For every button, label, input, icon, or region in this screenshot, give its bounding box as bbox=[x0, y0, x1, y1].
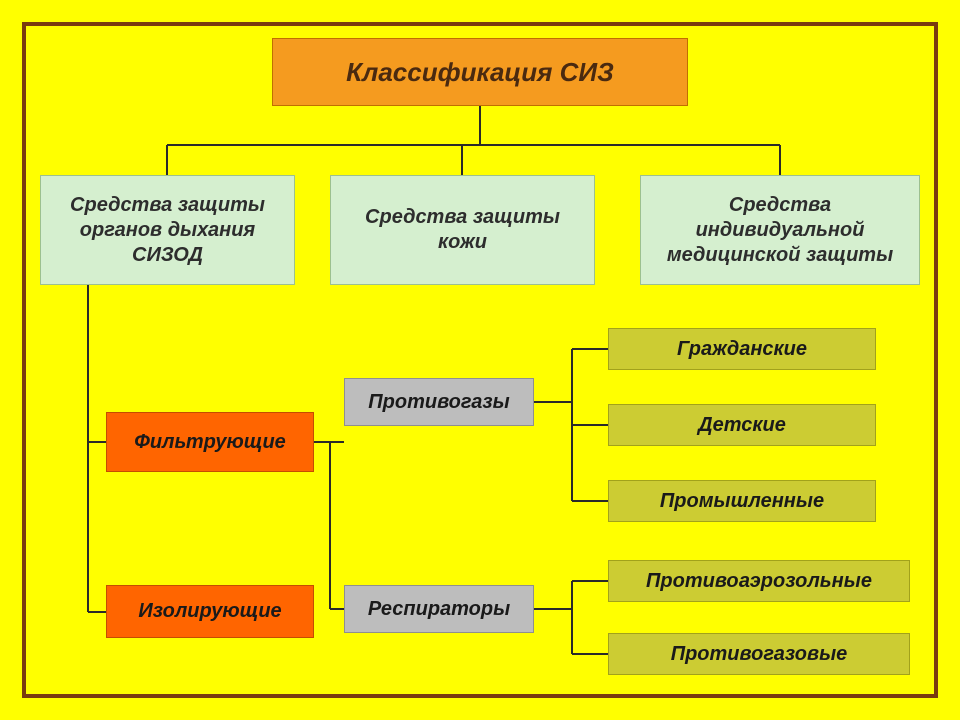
node-child: Детские bbox=[608, 404, 876, 446]
node-isol: Изолирующие bbox=[106, 585, 314, 638]
node-ind: Промышленные bbox=[608, 480, 876, 522]
node-gasmask: Противогазы bbox=[344, 378, 534, 426]
node-cat2: Средства защиты кожи bbox=[330, 175, 595, 285]
node-cat1: Средства защиты органов дыхания СИЗОД bbox=[40, 175, 295, 285]
node-aero: Противоаэрозольные bbox=[608, 560, 910, 602]
node-cat3: Средства индивидуальной медицинской защи… bbox=[640, 175, 920, 285]
node-gas: Противогазовые bbox=[608, 633, 910, 675]
node-civ: Гражданские bbox=[608, 328, 876, 370]
diagram-canvas: Классификация СИЗ Средства защиты органов… bbox=[0, 0, 960, 720]
node-filt: Фильтрующие bbox=[106, 412, 314, 472]
node-resp: Респираторы bbox=[344, 585, 534, 633]
node-root: Классификация СИЗ bbox=[272, 38, 688, 106]
